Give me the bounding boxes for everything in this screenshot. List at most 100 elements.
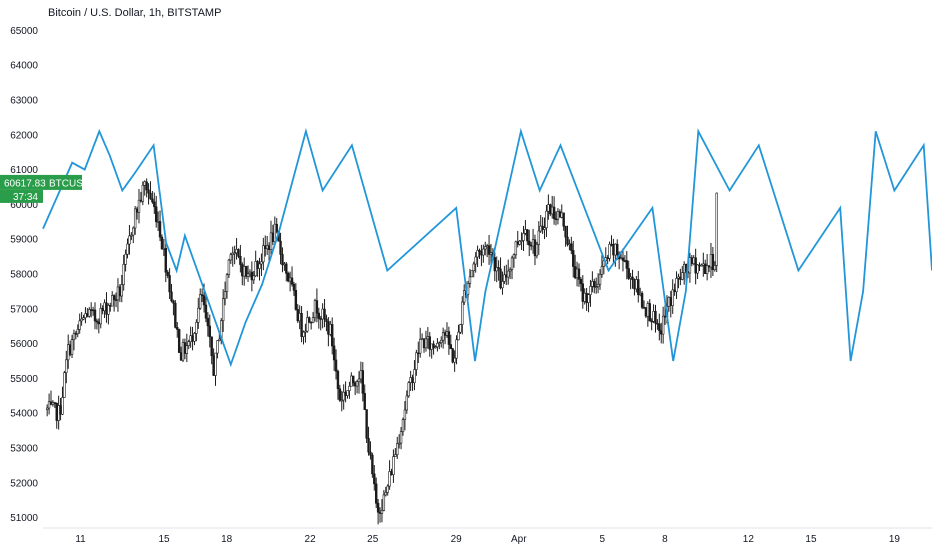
candle-body xyxy=(139,199,143,202)
x-tick-label: 29 xyxy=(451,534,463,545)
candle-body xyxy=(376,502,380,513)
candle-body xyxy=(200,294,204,296)
candle-body xyxy=(204,304,208,319)
candle-body xyxy=(539,225,542,232)
candle-body xyxy=(109,305,112,307)
candle-body xyxy=(438,342,441,344)
candle-body xyxy=(537,230,541,245)
candle-body xyxy=(663,315,667,318)
x-tick-label: 12 xyxy=(743,534,755,545)
candle-body xyxy=(635,279,638,290)
candle-body xyxy=(116,286,120,301)
candle-body xyxy=(434,346,437,349)
x-tick-label: Apr xyxy=(511,534,527,545)
candle-body xyxy=(214,352,217,376)
candle-body xyxy=(692,257,695,264)
candle-body xyxy=(409,377,412,383)
candle-body xyxy=(59,405,62,415)
candle-body xyxy=(485,245,489,248)
candle-body xyxy=(560,212,563,218)
candle-body xyxy=(97,321,101,325)
candle-body xyxy=(380,510,384,514)
candle-body xyxy=(103,302,106,312)
candle-body xyxy=(193,333,196,342)
candle-body xyxy=(254,261,257,277)
candle-body xyxy=(516,241,519,245)
candle-body xyxy=(294,290,298,310)
candle-body xyxy=(545,210,548,229)
candle-body xyxy=(350,375,353,387)
candle-body xyxy=(135,208,139,213)
candle-body xyxy=(246,273,250,277)
candle-body xyxy=(650,320,653,323)
candle-body xyxy=(384,492,387,496)
candle-body xyxy=(45,407,49,410)
candle-body xyxy=(216,340,219,354)
candle-body xyxy=(279,240,282,255)
cycle-line xyxy=(42,127,932,368)
candle-body xyxy=(430,343,433,350)
candle-body xyxy=(237,249,240,257)
candle-body xyxy=(443,332,447,336)
candle-body xyxy=(462,290,466,303)
candle-body xyxy=(378,511,382,514)
candle-body xyxy=(652,310,655,322)
y-tick-label: 52000 xyxy=(10,478,38,489)
candle-body xyxy=(111,295,114,307)
candle-body xyxy=(197,307,200,323)
x-tick-label: 5 xyxy=(599,534,605,545)
candle-body xyxy=(181,342,185,361)
candle-body xyxy=(608,243,611,259)
candle-body xyxy=(323,308,326,320)
y-tick-label: 65000 xyxy=(10,26,38,37)
candle-body xyxy=(673,289,676,293)
candle-body xyxy=(505,274,508,278)
candle-body xyxy=(195,322,198,334)
y-tick-label: 57000 xyxy=(10,304,38,315)
candle-body xyxy=(424,338,428,349)
candle-body xyxy=(644,307,648,317)
candle-body xyxy=(107,305,110,315)
candle-body xyxy=(63,372,66,398)
candle-body xyxy=(581,283,584,302)
candle-body xyxy=(244,266,248,277)
candle-body xyxy=(396,443,399,456)
candle-body xyxy=(183,342,187,354)
candle-body xyxy=(51,402,55,405)
candle-body xyxy=(187,341,190,346)
candle-body xyxy=(325,318,328,322)
candle-body xyxy=(506,270,510,278)
candle-body xyxy=(466,283,470,295)
candle-body xyxy=(533,239,537,257)
candle-body xyxy=(661,315,665,335)
candle-body xyxy=(202,295,206,306)
candle-body xyxy=(518,240,521,245)
candle-body xyxy=(432,343,435,349)
candle-body xyxy=(311,317,315,323)
candle-body xyxy=(153,201,156,208)
candle-body xyxy=(262,245,265,263)
candle-body xyxy=(145,181,148,191)
candle-body xyxy=(210,336,213,357)
candle-body xyxy=(499,268,502,289)
candle-body xyxy=(271,232,275,242)
candle-body xyxy=(547,204,550,212)
candle-body xyxy=(583,292,586,302)
candle-body xyxy=(399,431,403,444)
candle-body xyxy=(709,254,713,268)
candle-body xyxy=(147,189,150,194)
candle-body xyxy=(707,265,711,268)
candle-body xyxy=(133,208,137,229)
candle-body xyxy=(669,297,672,306)
candle-body xyxy=(510,257,514,270)
candle-body xyxy=(512,254,516,259)
candle-body xyxy=(250,271,254,281)
x-tick-label: 15 xyxy=(158,534,170,545)
y-tick-label: 58000 xyxy=(10,270,38,281)
candle-body xyxy=(556,211,560,220)
candle-body xyxy=(688,257,692,274)
candle-body xyxy=(436,342,439,348)
candle-body xyxy=(528,240,531,246)
